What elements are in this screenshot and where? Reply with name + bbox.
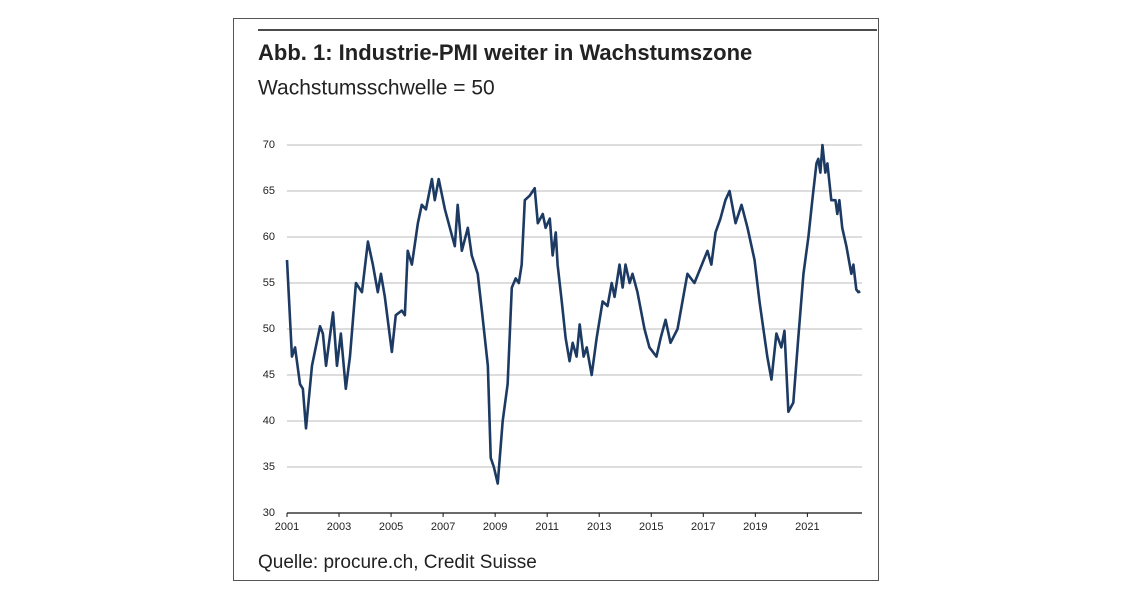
- x-tick-label: 2017: [691, 521, 715, 533]
- x-tick-label: 2019: [743, 521, 767, 533]
- frame: [233, 18, 879, 581]
- x-tick-label: 2005: [379, 521, 403, 533]
- y-tick-label: 35: [263, 461, 275, 473]
- chart-title: Abb. 1: Industrie-PMI weiter in Wachstum…: [258, 40, 752, 65]
- chart-subtitle: Wachstumsschwelle = 50: [258, 77, 495, 100]
- y-tick-label: 65: [263, 185, 275, 197]
- source: Quelle: procure.ch, Credit Suisse: [258, 552, 537, 573]
- x-tick-label: 2015: [639, 521, 663, 533]
- y-tick-label: 70: [263, 139, 275, 151]
- x-tick-label: 2003: [327, 521, 351, 533]
- x-tick-label: 2021: [795, 521, 819, 533]
- y-tick-label: 50: [263, 323, 275, 335]
- pmi-line: [285, 143, 861, 485]
- y-tick-label: 30: [263, 507, 275, 519]
- x-tick-label: 2011: [535, 521, 559, 533]
- y-tick-label: 55: [263, 277, 275, 289]
- y-tick-label: 45: [263, 369, 275, 381]
- x-tick-label: 2009: [483, 521, 507, 533]
- y-tick-label: 60: [263, 231, 275, 243]
- x-tick-label: 2013: [587, 521, 611, 533]
- x-tick-label: 2007: [431, 521, 455, 533]
- x-tick-label: 2001: [275, 521, 299, 533]
- y-tick-label: 40: [263, 415, 275, 427]
